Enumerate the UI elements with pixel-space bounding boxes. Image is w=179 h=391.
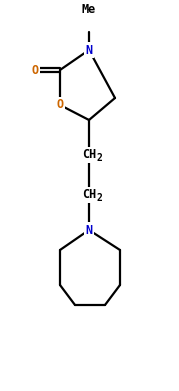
- Text: CH: CH: [82, 149, 96, 161]
- Text: O: O: [32, 63, 38, 77]
- Text: Me: Me: [82, 3, 96, 16]
- Text: N: N: [85, 43, 93, 57]
- Text: O: O: [56, 99, 64, 111]
- Text: N: N: [85, 224, 93, 237]
- Text: 2: 2: [96, 153, 102, 163]
- Text: 2: 2: [96, 193, 102, 203]
- Text: CH: CH: [82, 188, 96, 201]
